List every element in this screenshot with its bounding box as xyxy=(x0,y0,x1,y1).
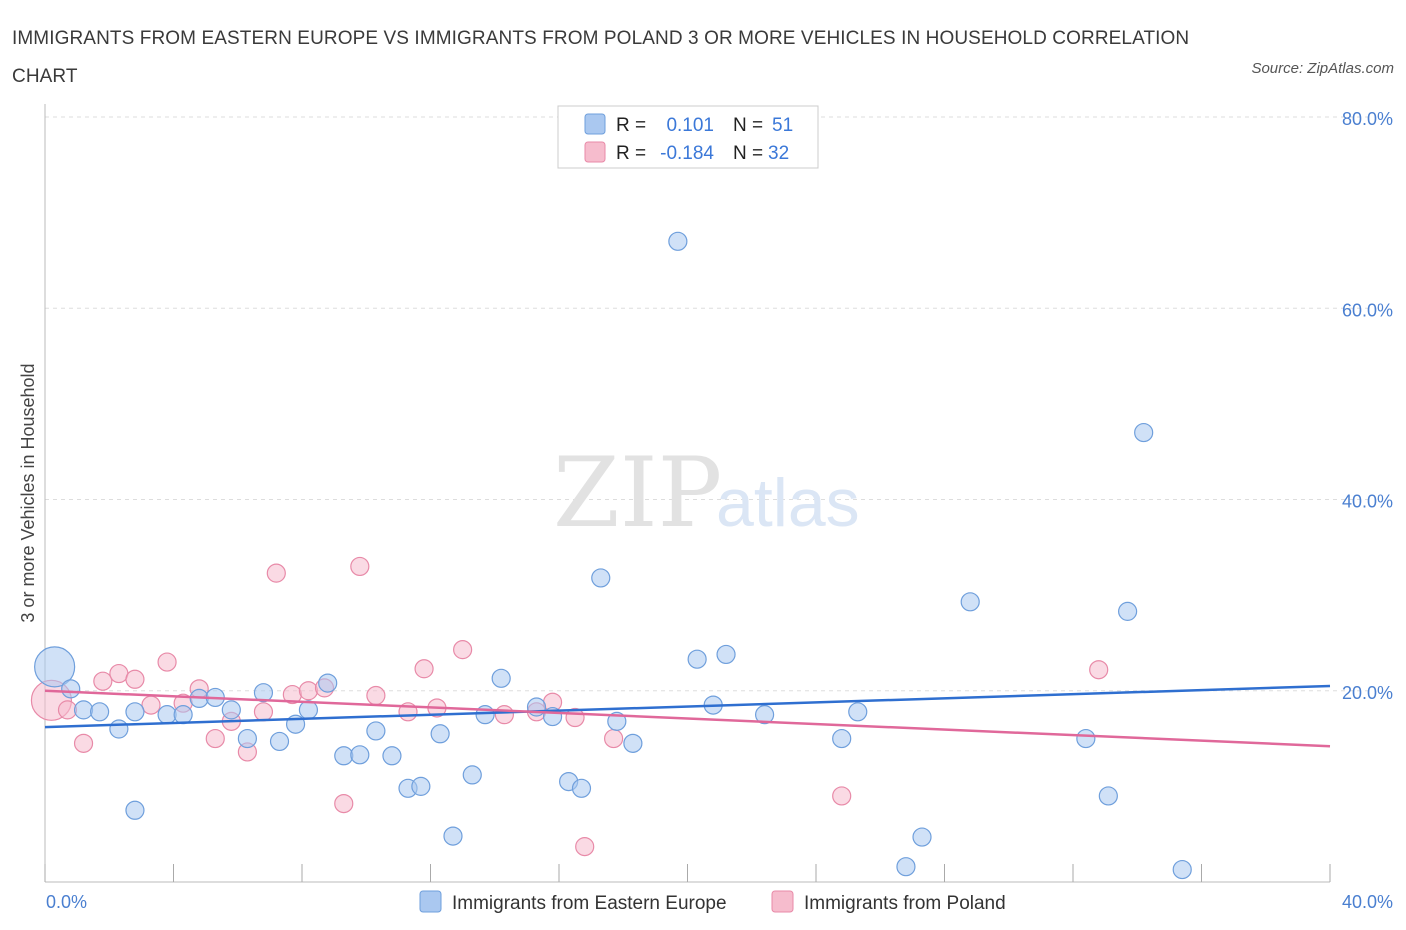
watermark-atlas: atlas xyxy=(716,465,860,541)
poland-point-30 xyxy=(604,728,624,749)
y-tick-label-2: 60.0% xyxy=(1342,300,1393,320)
y-tick-label-3: 80.0% xyxy=(1342,109,1393,129)
series-legend-swatch-blue xyxy=(419,890,442,913)
x-tick-label-1: 40.0% xyxy=(1342,892,1393,912)
poland-point-28 xyxy=(575,837,595,857)
legend-n-label-1: N = xyxy=(733,115,763,136)
poland-point-22 xyxy=(414,659,434,679)
poland-point-16 xyxy=(298,681,319,701)
series-legend-label-blue: Immigrants from Eastern Europe xyxy=(452,893,727,914)
legend-r-value-2: -0.184 xyxy=(660,143,714,164)
eastern-europe-point-43 xyxy=(896,857,916,877)
y-tick-label-1: 40.0% xyxy=(1342,492,1393,512)
axes xyxy=(44,104,1331,883)
grid xyxy=(45,116,1370,692)
eastern-europe-point-39 xyxy=(716,644,736,665)
eastern-europe-point-18 xyxy=(334,746,354,766)
eastern-europe-trend-line xyxy=(44,684,1331,729)
eastern-europe-point-33 xyxy=(591,568,611,588)
x-tick-label-0: 0.0% xyxy=(46,892,87,912)
tick-labels: 20.0% 40.0% 60.0% 80.0% 0.0% 40.0% xyxy=(46,109,1393,912)
legend-n-value-2: 32 xyxy=(768,143,789,164)
poland-point-10 xyxy=(205,728,225,749)
poland-point-24 xyxy=(453,640,473,660)
eastern-europe-point-13 xyxy=(253,683,274,703)
eastern-europe-point-20 xyxy=(366,721,386,741)
eastern-europe-point-40 xyxy=(754,705,775,725)
trend-lines xyxy=(44,684,1331,748)
eastern-europe-point-48 xyxy=(1118,601,1138,621)
eastern-europe-point-50 xyxy=(1172,859,1192,880)
eastern-europe-point-8 xyxy=(173,705,193,725)
poland-point-13 xyxy=(253,702,274,722)
eastern-europe-point-1 xyxy=(61,679,81,699)
poland-point-25 xyxy=(494,705,514,725)
poland-point-1 xyxy=(57,700,78,720)
poland-point-6 xyxy=(141,695,161,715)
poland-point-32 xyxy=(1089,660,1109,680)
series-legend-swatch-pink xyxy=(771,890,794,913)
eastern-europe-point-24 xyxy=(430,724,450,744)
eastern-europe-point-49 xyxy=(1134,422,1154,443)
eastern-europe-point-28 xyxy=(491,668,511,688)
stats-legend: R = 0.101 N = 51 R = -0.184 N = 32 xyxy=(557,105,819,169)
eastern-europe-point-45 xyxy=(960,592,980,612)
eastern-europe-point-47 xyxy=(1098,786,1118,806)
eastern-europe-point-35 xyxy=(623,733,643,753)
poland-point-14 xyxy=(266,563,286,583)
poland-point-19 xyxy=(350,556,370,577)
eastern-europe-point-46 xyxy=(1076,728,1096,749)
eastern-europe-point-26 xyxy=(462,765,482,785)
watermark-zip: ZIP xyxy=(553,437,722,549)
poland-point-5 xyxy=(125,669,145,689)
legend-r-label-2: R = xyxy=(616,143,646,164)
eastern-europe-point-3 xyxy=(90,702,110,722)
eastern-europe-point-7 xyxy=(157,705,177,725)
eastern-europe-point-0 xyxy=(34,646,76,688)
eastern-europe-point-11 xyxy=(221,700,241,720)
eastern-europe-point-41 xyxy=(832,728,852,749)
eastern-europe-point-37 xyxy=(687,649,707,669)
eastern-europe-point-36 xyxy=(668,231,688,251)
eastern-europe-point-32 xyxy=(571,778,592,798)
legend-n-value-1: 51 xyxy=(772,115,793,136)
chart-title: IMMIGRANTS FROM EASTERN EUROPE VS IMMIGR… xyxy=(12,28,1190,87)
series-legend: Immigrants from Eastern Europe Immigrant… xyxy=(419,890,1006,914)
poland-point-31 xyxy=(832,786,852,806)
legend-n-label-2: N = xyxy=(733,143,763,164)
legend-swatch-blue xyxy=(584,113,606,135)
poland-point-3 xyxy=(93,671,113,691)
series-legend-label-pink: Immigrants from Poland xyxy=(804,893,1006,914)
eastern-europe-point-42 xyxy=(848,702,868,722)
poland-point-18 xyxy=(334,793,354,814)
eastern-europe-point-17 xyxy=(318,673,338,693)
poland-point-20 xyxy=(366,685,386,706)
legend-r-value-1: 0.101 xyxy=(666,115,714,136)
poland-point-4 xyxy=(109,663,129,684)
poland-points xyxy=(30,556,1109,857)
eastern-europe-point-19 xyxy=(350,745,370,765)
poland-point-7 xyxy=(157,652,177,672)
source-label: Source: ZipAtlas.com xyxy=(1251,60,1394,77)
watermark: ZIP atlas xyxy=(553,437,860,549)
y-axis-label: 3 or more Vehicles in Household xyxy=(18,363,38,622)
legend-swatch-pink xyxy=(584,141,606,163)
eastern-europe-point-25 xyxy=(443,826,463,846)
poland-point-2 xyxy=(73,733,94,753)
eastern-europe-point-5 xyxy=(125,800,145,820)
legend-r-label-1: R = xyxy=(616,115,646,136)
eastern-europe-point-12 xyxy=(237,728,257,749)
eastern-europe-point-14 xyxy=(269,731,290,752)
eastern-europe-point-21 xyxy=(382,746,402,766)
eastern-europe-points xyxy=(34,231,1192,880)
poland-trend-line xyxy=(44,689,1331,748)
eastern-europe-point-6 xyxy=(125,702,145,722)
eastern-europe-point-2 xyxy=(73,700,94,720)
eastern-europe-point-44 xyxy=(912,827,932,847)
y-tick-label-0: 20.0% xyxy=(1342,683,1393,703)
eastern-europe-point-23 xyxy=(411,776,431,796)
eastern-europe-point-4 xyxy=(109,719,129,739)
